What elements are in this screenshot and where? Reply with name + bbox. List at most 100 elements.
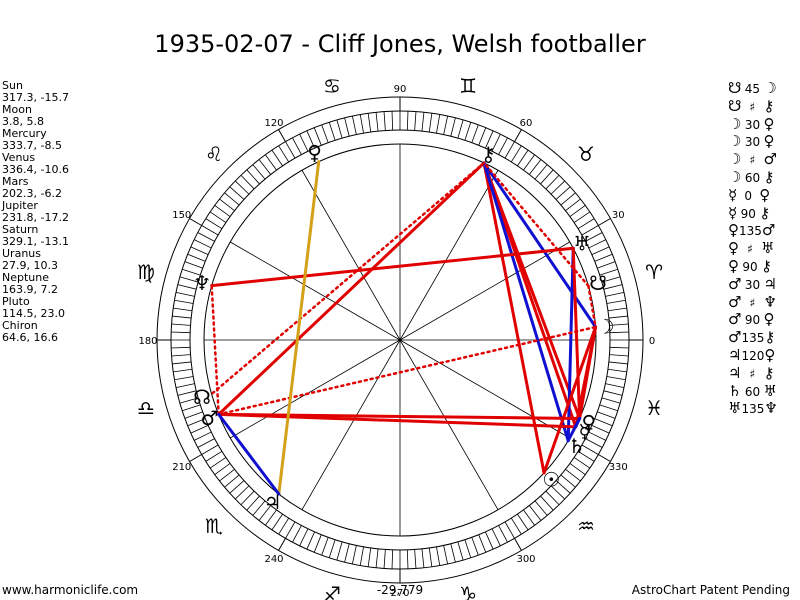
degree-tick bbox=[565, 468, 581, 482]
degree-tick bbox=[271, 149, 283, 167]
degree-tick bbox=[171, 323, 191, 326]
sign-boundary bbox=[598, 218, 611, 226]
aspect-value: ♯ bbox=[749, 295, 756, 310]
degree-tick bbox=[172, 361, 192, 365]
planet-glyph-icon: ⚷ bbox=[481, 142, 496, 166]
degree-tick bbox=[585, 438, 603, 448]
degree-tick bbox=[359, 114, 364, 134]
aspect-line bbox=[587, 284, 597, 329]
sign-boundary bbox=[278, 538, 286, 551]
degree-tick bbox=[209, 211, 227, 223]
aspect-glyph-a: ☿ bbox=[728, 185, 738, 204]
degree-tick bbox=[545, 174, 560, 190]
house-spoke bbox=[301, 339, 401, 510]
degree-label: 300 bbox=[516, 554, 535, 565]
degree-tick bbox=[184, 261, 203, 269]
aspect-row: ♀ ♯ ♅ bbox=[728, 239, 778, 258]
degree-tick bbox=[194, 431, 212, 441]
aspect-row: ☋ ♯ ⚷ bbox=[728, 97, 778, 116]
house-spoke bbox=[230, 339, 401, 439]
aspect-line bbox=[542, 325, 598, 475]
aspect-line bbox=[482, 161, 570, 443]
degree-tick bbox=[328, 122, 336, 141]
degree-tick bbox=[414, 111, 417, 131]
degree-tick bbox=[219, 468, 235, 482]
zodiac-sign-icon: ♑ bbox=[459, 582, 477, 600]
aspect-glyph-a: ☿ bbox=[728, 203, 738, 222]
degree-tick bbox=[594, 253, 613, 262]
degree-tick bbox=[421, 548, 425, 568]
aspect-value: 60 bbox=[744, 170, 761, 185]
sign-boundary bbox=[514, 129, 522, 142]
zodiac-sign-icon: ♏ bbox=[205, 514, 223, 538]
aspect-glyph-b: ♀ bbox=[763, 310, 775, 329]
aspect-glyph-b: ☽ bbox=[763, 79, 777, 97]
degree-tick bbox=[344, 117, 350, 137]
degree-tick bbox=[246, 495, 260, 511]
degree-tick bbox=[498, 525, 508, 543]
degree-tick bbox=[194, 239, 212, 249]
degree-tick bbox=[258, 159, 272, 175]
aspect-glyph-b: ⚷ bbox=[763, 167, 775, 186]
degree-tick bbox=[336, 541, 343, 561]
website-link[interactable]: www.harmoniclife.com bbox=[2, 583, 139, 597]
aspect-value: ♯ bbox=[749, 153, 756, 168]
degree-tick bbox=[171, 346, 191, 349]
aspect-line bbox=[566, 246, 575, 443]
degree-tick bbox=[292, 525, 302, 543]
aspect-row: ☽ ♯ ♂ bbox=[728, 150, 778, 169]
degree-tick bbox=[359, 546, 364, 566]
aspect-line bbox=[210, 284, 220, 416]
degree-tick bbox=[599, 404, 618, 412]
degree-tick bbox=[182, 268, 201, 276]
planet-glyph-icon: ♅ bbox=[573, 232, 591, 256]
aspect-row: ♀ 90 ⚷ bbox=[728, 256, 778, 276]
degree-tick bbox=[214, 205, 231, 217]
aspect-value: ♯ bbox=[749, 366, 756, 381]
degree-tick bbox=[278, 145, 290, 163]
aspect-glyph-b: ⚷ bbox=[761, 256, 772, 275]
degree-tick bbox=[375, 548, 379, 568]
degree-label: 60 bbox=[520, 118, 533, 129]
degree-tick bbox=[205, 218, 223, 230]
degree-tick bbox=[498, 137, 508, 155]
degree-tick bbox=[351, 115, 357, 135]
degree-tick bbox=[603, 390, 623, 396]
aspect-line bbox=[566, 416, 582, 443]
degree-tick bbox=[555, 186, 571, 200]
degree-tick bbox=[504, 521, 515, 539]
degree-tick bbox=[336, 119, 343, 139]
degree-tick bbox=[599, 268, 618, 276]
degree-tick bbox=[550, 485, 566, 500]
degree-tick bbox=[569, 463, 586, 475]
aspect-line bbox=[482, 161, 598, 329]
aspect-line bbox=[482, 161, 590, 288]
degree-tick bbox=[285, 521, 296, 539]
degree-tick bbox=[177, 284, 197, 290]
degree-tick bbox=[523, 154, 535, 171]
house-spoke bbox=[399, 241, 570, 341]
degree-tick bbox=[367, 547, 372, 567]
degree-tick bbox=[560, 474, 576, 488]
degree-tick bbox=[608, 361, 628, 365]
degree-tick bbox=[187, 253, 206, 262]
zodiac-sign-icon: ♌ bbox=[205, 142, 223, 166]
planet-coords: 114.5, 23.0 bbox=[2, 307, 65, 320]
zodiac-sign-icon: ♊ bbox=[459, 74, 477, 98]
aspect-value: 135 bbox=[739, 224, 762, 239]
aspect-glyph-a: ♀ bbox=[728, 221, 739, 240]
degree-tick bbox=[278, 517, 290, 535]
degree-tick bbox=[252, 164, 266, 180]
house-spoke bbox=[230, 241, 401, 341]
degree-tick bbox=[175, 383, 195, 389]
degree-tick bbox=[545, 490, 560, 506]
aspect-line bbox=[217, 325, 597, 416]
degree-tick bbox=[383, 111, 386, 131]
degree-tick bbox=[190, 246, 209, 255]
degree-tick bbox=[605, 383, 625, 389]
aspect-list: ☋ 45 ☽ ☋ ♯ ⚷ ☽ 30 ♀ ☽ 30 ♀ ☽ ♯ ♂ ☽ 60 ⚷ ☿ 0 ♀ ☿ 90 ⚷ ♀135♂ ♀ ♯ ♅ ♀ 90… bbox=[728, 79, 778, 418]
degree-tick bbox=[406, 111, 409, 131]
aspect-line bbox=[210, 246, 575, 288]
planet-coords: 329.1, -13.1 bbox=[2, 235, 69, 248]
degree-tick bbox=[214, 463, 231, 475]
